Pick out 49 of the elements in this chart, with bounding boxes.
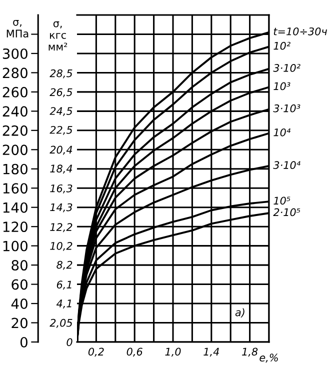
annotation: а) [235,308,244,318]
series-label: 3·10² [273,64,300,72]
y2-tick-label: 2,05 [50,318,72,328]
series-label: 2·10⁵ [273,208,300,216]
series-label: 10² [274,42,290,50]
y2-tick-label: 12,2 [50,223,72,232]
y2-tick-label: 8,2 [56,260,72,270]
y-tick-label: 0 [20,336,28,348]
y-tick-label: 120 [3,222,28,232]
x-axis-title: e,% [260,354,278,363]
x-tick-label: 1,8 [242,348,258,357]
y2-tick-label: 20,4 [50,146,72,155]
y2-tick-label: 16,3 [50,184,72,194]
y2-tick-label: 10,2 [50,242,72,251]
series-label: 10³ [274,82,290,90]
series-label: 3·10⁴ [273,161,300,170]
y-tick-label: 100 [3,240,28,252]
y2-tick-label: 14,3 [50,203,72,212]
y-tick-label: 40 [11,298,28,310]
y-tick-label: 260 [2,86,28,98]
y2-tick-label: 22,5 [50,126,72,135]
y2-tick-label: 26,5 [50,88,72,98]
y-tick-label: 220 [2,125,28,136]
y2-tick-label: 18,4 [50,164,72,174]
y2-tick-label: 28,5 [50,69,72,78]
x-tick-label: 0,2 [88,348,104,357]
y2-tick-label: 24,5 [50,107,72,116]
series-label: 3·10³ [273,104,300,112]
y-tick-label: 280 [2,68,28,78]
y-tick-label: 300 [2,48,28,59]
y-tick-label: 160 [3,183,28,194]
x-tick-label: 1,0 [165,348,181,357]
y-tick-label: 240 [2,106,28,117]
x-tick-label: 0,6 [126,348,142,357]
y-tick-label: 60 [12,279,28,290]
series-label: t=10÷30ч [274,27,327,36]
y-tick-label: 80 [12,260,28,271]
y2-tick-label: 0 [66,338,72,346]
y-tick-label: 20 [12,318,28,328]
y2-axis-title: σ, кгс мм² [48,21,68,50]
series-label: 10⁵ [274,196,290,205]
y-tick-label: 180 [3,164,28,174]
y-tick-label: 140 [3,202,28,213]
y-axis-title: σ, МПа [6,20,28,38]
x-tick-label: 1,4 [204,348,219,357]
y-tick-label: 200 [2,144,28,156]
y2-tick-label: 4,1 [56,300,72,308]
y2-tick-label: 6,1 [56,280,72,290]
series-label: 10⁴ [274,128,290,136]
